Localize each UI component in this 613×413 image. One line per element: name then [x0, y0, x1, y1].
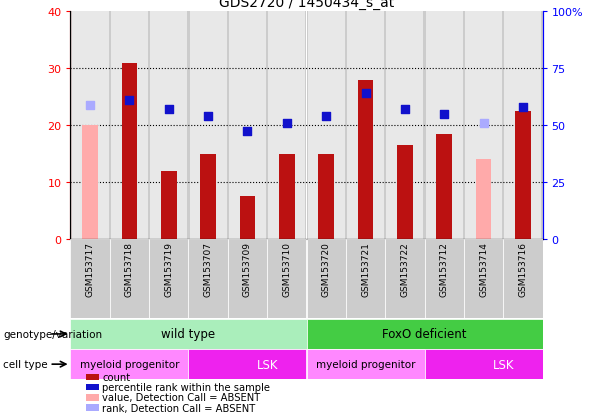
- Text: LSK: LSK: [492, 358, 514, 371]
- Text: count: count: [102, 372, 131, 382]
- Bar: [306, 240, 346, 318]
- Text: myeloid progenitor: myeloid progenitor: [80, 359, 179, 369]
- Bar: [111, 12, 148, 240]
- Bar: [189, 12, 227, 240]
- Bar: [189, 349, 306, 379]
- Text: GSM153721: GSM153721: [361, 242, 370, 297]
- Bar: [229, 12, 266, 240]
- Point: [321, 114, 331, 120]
- Text: wild type: wild type: [161, 328, 216, 341]
- Bar: [357, 81, 373, 240]
- Text: GSM153722: GSM153722: [400, 242, 409, 297]
- Bar: [436, 135, 452, 240]
- Text: GSM153720: GSM153720: [322, 242, 330, 297]
- Bar: [72, 12, 109, 240]
- Bar: [110, 12, 149, 240]
- Point: [360, 91, 370, 97]
- Bar: [306, 319, 543, 349]
- Text: GSM153714: GSM153714: [479, 242, 488, 297]
- Bar: [306, 349, 424, 379]
- Bar: [240, 197, 256, 240]
- Bar: [425, 12, 463, 240]
- Bar: [70, 349, 189, 379]
- Point: [243, 128, 253, 135]
- Text: cell type: cell type: [3, 359, 48, 369]
- Point: [124, 98, 134, 104]
- Text: GSM153719: GSM153719: [164, 242, 173, 297]
- Text: LSK: LSK: [256, 358, 278, 371]
- Bar: [464, 12, 503, 240]
- Point: [204, 114, 213, 120]
- Bar: [228, 12, 267, 240]
- Bar: [82, 126, 98, 240]
- Bar: [424, 349, 543, 379]
- Point: [440, 111, 449, 118]
- Point: [479, 121, 489, 127]
- Bar: [464, 240, 503, 318]
- Text: rank, Detection Call = ABSENT: rank, Detection Call = ABSENT: [102, 403, 256, 413]
- Text: GSM153717: GSM153717: [86, 242, 94, 297]
- Bar: [189, 240, 228, 318]
- Text: GSM153712: GSM153712: [440, 242, 449, 297]
- Bar: [465, 12, 502, 240]
- Bar: [70, 12, 110, 240]
- Bar: [267, 12, 306, 240]
- Text: percentile rank within the sample: percentile rank within the sample: [102, 382, 270, 392]
- Text: GSM153710: GSM153710: [283, 242, 291, 297]
- Bar: [386, 12, 424, 240]
- Point: [85, 102, 95, 109]
- Bar: [346, 12, 385, 240]
- Bar: [318, 154, 334, 240]
- Text: GSM153718: GSM153718: [125, 242, 134, 297]
- Bar: [424, 240, 464, 318]
- Text: FoxO deficient: FoxO deficient: [383, 328, 466, 341]
- Bar: [161, 171, 177, 240]
- Bar: [267, 240, 306, 318]
- Bar: [397, 146, 413, 240]
- Bar: [308, 12, 345, 240]
- Bar: [149, 240, 189, 318]
- Text: GSM153716: GSM153716: [519, 242, 527, 297]
- Bar: [424, 12, 464, 240]
- Text: myeloid progenitor: myeloid progenitor: [316, 359, 415, 369]
- Point: [282, 121, 292, 127]
- Point: [164, 107, 173, 113]
- Bar: [228, 240, 267, 318]
- Bar: [189, 12, 228, 240]
- Bar: [70, 240, 110, 318]
- Bar: [503, 240, 543, 318]
- Bar: [385, 12, 424, 240]
- Text: GSM153709: GSM153709: [243, 242, 252, 297]
- Bar: [110, 240, 149, 318]
- Text: value, Detection Call = ABSENT: value, Detection Call = ABSENT: [102, 392, 261, 402]
- Bar: [515, 112, 531, 240]
- Bar: [200, 154, 216, 240]
- Bar: [149, 12, 189, 240]
- Bar: [503, 12, 543, 240]
- Bar: [347, 12, 384, 240]
- Text: genotype/variation: genotype/variation: [3, 329, 102, 339]
- Bar: [346, 240, 385, 318]
- Bar: [476, 160, 492, 240]
- Bar: [279, 154, 295, 240]
- Point: [518, 104, 528, 111]
- Bar: [70, 319, 306, 349]
- Bar: [268, 12, 305, 240]
- Point: [400, 107, 409, 113]
- Bar: [306, 12, 346, 240]
- Bar: [504, 12, 541, 240]
- Title: GDS2720 / 1450434_s_at: GDS2720 / 1450434_s_at: [219, 0, 394, 10]
- Bar: [385, 240, 424, 318]
- Bar: [150, 12, 188, 240]
- Bar: [121, 64, 137, 240]
- Text: GSM153707: GSM153707: [204, 242, 213, 297]
